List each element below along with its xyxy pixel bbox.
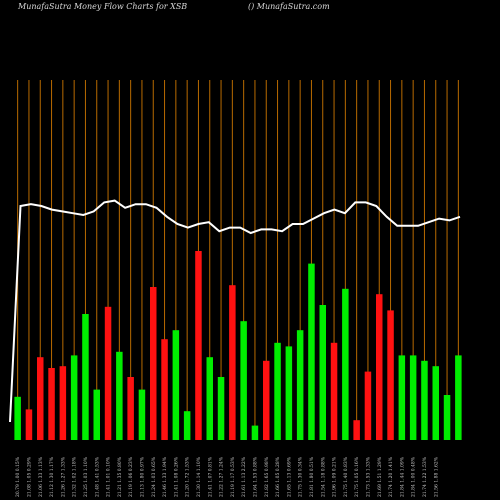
x-tick-label: 21.30 1.14 1.10%	[196, 456, 202, 497]
x-tick-label: 21.75 1.40 0.83%	[343, 456, 349, 497]
bar	[387, 310, 394, 440]
bar	[25, 409, 33, 440]
bar	[421, 360, 428, 440]
bar	[263, 360, 270, 440]
bar	[195, 251, 202, 440]
x-tick-label: 21.41 1.07 0.81%	[207, 456, 213, 497]
bar	[70, 355, 78, 440]
bar	[376, 294, 383, 440]
x-tick-label: 21.81 1.80 0.51%	[309, 456, 315, 497]
bar	[93, 389, 100, 440]
x-tick-label: 21.41 1.01 0.10%	[106, 456, 112, 497]
bar	[432, 366, 439, 440]
x-tick-label: 21.75 1.05 0.16%	[354, 456, 360, 497]
bar	[82, 314, 89, 440]
bar	[206, 357, 213, 440]
series-line	[9, 199, 461, 423]
x-tick-label: 21.84 1.00 0.48%	[411, 456, 417, 497]
bar	[116, 351, 123, 440]
bar	[217, 377, 225, 440]
x-tick-label: 21.13 1.80 0.97%	[139, 456, 145, 497]
x-tick-label: 21.32 1.02 1.18%	[72, 456, 78, 497]
bar	[296, 330, 304, 440]
bar	[398, 355, 406, 440]
x-tick-label: 21.22 1.27 1.24%	[219, 456, 225, 497]
bar	[364, 371, 372, 440]
bar	[37, 357, 44, 440]
bar	[104, 306, 112, 440]
bar	[14, 396, 21, 440]
x-tick-label: 21.75 1.30 0.34%	[298, 456, 304, 497]
bar	[48, 368, 55, 440]
bar	[274, 342, 281, 440]
x-tick-label: 21.69 1.51 1.29%	[377, 456, 383, 497]
x-tick-label: 21.06 1.33 1.13%	[38, 456, 44, 497]
x-tick-label: 21.19 1.06 0.23%	[128, 456, 134, 497]
x-tick-label: 21.25 1.03 1.10%	[83, 456, 89, 497]
x-tick-label: 21.96 1.09 0.21%	[332, 456, 338, 497]
x-tick-label: 21.26 1.27 1.33%	[60, 456, 66, 497]
x-tick-label: 21.21 1.35 0.80%	[117, 456, 123, 497]
bar	[150, 287, 157, 440]
site-credit: () MunafaSutra.com	[248, 2, 330, 11]
x-tick-label: 21.20 1.72 1.53%	[185, 456, 191, 497]
x-tick-label: 21.41 1.08 0.26%	[173, 456, 179, 497]
bar	[443, 395, 451, 440]
x-tick-label: 21.61 1.13 2.22%	[241, 456, 247, 497]
x-tick-label: 21.84 1.44 1.09%	[399, 456, 405, 497]
x-tick-label: 21.66 1.05 0.28%	[275, 456, 281, 497]
x-tick-label: 21.54 1.18 0.88%	[320, 456, 326, 497]
bar	[285, 346, 293, 440]
bar	[183, 411, 191, 440]
bar	[240, 321, 247, 440]
x-tick-label: 20.79 1.00 0.15%	[15, 456, 21, 497]
x-tick-label: 21.48 1.41 0.53%	[94, 456, 100, 497]
x-tick-label: 21.24 1.03 0.65%	[151, 456, 157, 497]
bar	[308, 263, 315, 440]
x-tick-label: 21.74 1.20 1.41%	[388, 456, 394, 497]
x-tick-label: 21.19 1.17 0.53%	[230, 456, 236, 497]
x-tick-label: 21.82 1.65 0.98%	[264, 456, 270, 497]
bar	[409, 355, 417, 440]
bar	[229, 285, 236, 440]
bar	[59, 366, 67, 440]
bar	[353, 420, 360, 440]
x-tick-label: 21.74 1.22 1.53%	[422, 456, 428, 497]
bar	[138, 389, 146, 440]
bar	[161, 339, 168, 440]
x-tick-label: 21.08 1.05 0.29%	[26, 456, 32, 497]
bar	[127, 377, 134, 440]
x-tick-label: 21.64 1.53 0.88%	[252, 456, 258, 497]
bar	[342, 288, 349, 440]
bar	[455, 355, 462, 440]
x-tick-label: 21.12 1.30 1.17%	[49, 456, 55, 497]
bar	[330, 342, 338, 440]
x-tick-label: 21.46 1.33 1.94%	[162, 456, 168, 497]
x-tick-label: 21.65 1.13 0.69%	[286, 456, 292, 497]
bar	[251, 425, 259, 440]
x-tick-label: 21.73 1.53 1.33%	[365, 456, 371, 497]
x-tick-label: 21.56 1.88 1.62%	[433, 456, 439, 497]
bar	[172, 330, 180, 440]
chart-title: MunafaSutra Money Flow Charts for XSB	[18, 2, 188, 11]
bar	[319, 305, 326, 440]
